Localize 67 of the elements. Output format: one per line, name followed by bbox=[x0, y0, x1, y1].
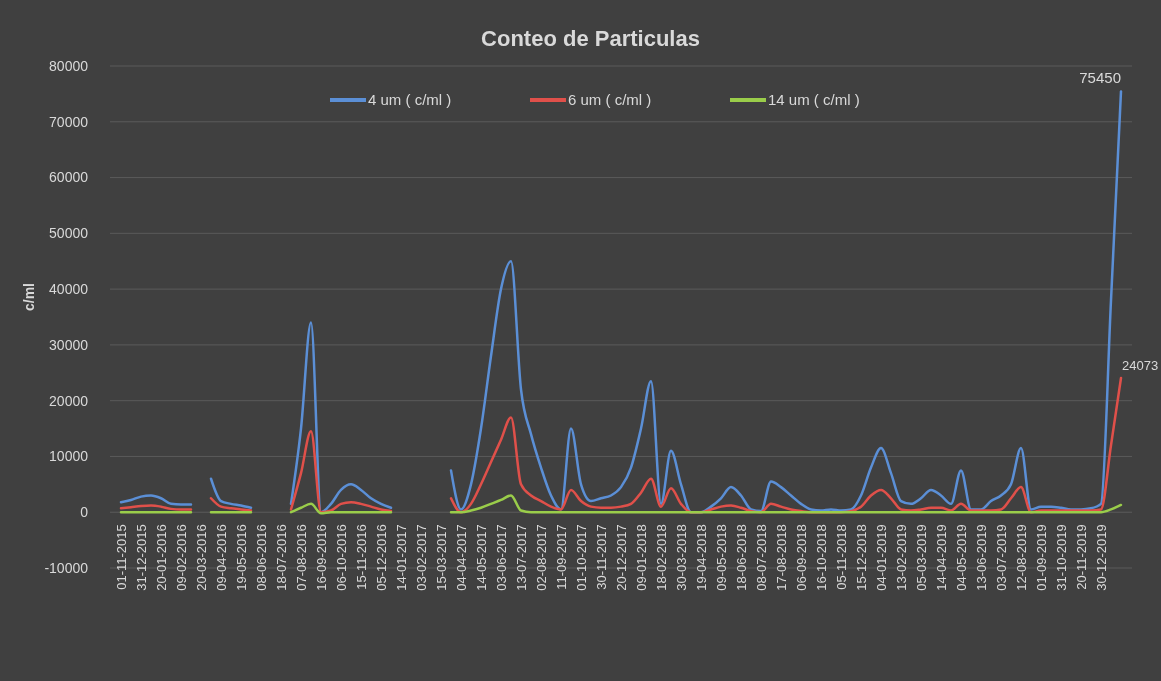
x-tick-label: 18-07-2016 bbox=[273, 524, 289, 591]
y-axis-title: c/ml bbox=[21, 282, 37, 312]
x-tick-label: 13-06-2019 bbox=[973, 524, 989, 591]
x-tick-label: 04-04-2017 bbox=[453, 524, 469, 591]
x-tick-label: 31-12-2015 bbox=[133, 524, 149, 591]
x-tick-label: 06-09-2018 bbox=[793, 524, 809, 591]
x-tick-label: 16-09-2016 bbox=[313, 524, 329, 591]
data-label: 24073 bbox=[1122, 357, 1159, 373]
x-tick-label: 16-10-2018 bbox=[813, 524, 829, 591]
legend-label: 4 um ( c/ml ) bbox=[368, 91, 452, 109]
y-tick-label: 30000 bbox=[49, 336, 89, 353]
y-tick-label: 20000 bbox=[49, 392, 89, 409]
x-tick-label: 02-08-2017 bbox=[533, 524, 549, 591]
x-tick-label: 17-08-2018 bbox=[773, 524, 789, 591]
x-tick-label: 30-11-2017 bbox=[593, 524, 609, 590]
x-tick-label: 05-11-2018 bbox=[833, 524, 849, 590]
x-tick-label: 08-06-2016 bbox=[253, 524, 269, 591]
legend-label: 6 um ( c/ml ) bbox=[568, 91, 652, 109]
x-tick-label: 07-08-2016 bbox=[293, 524, 309, 591]
x-tick-label: 12-08-2019 bbox=[1013, 524, 1029, 591]
x-tick-label: 14-04-2019 bbox=[933, 524, 949, 591]
x-tick-label: 05-12-2016 bbox=[373, 524, 389, 591]
x-tick-label: 18-02-2018 bbox=[653, 524, 669, 591]
data-label: 75450 bbox=[1079, 69, 1121, 87]
x-tick-label: 04-05-2019 bbox=[953, 524, 969, 591]
x-tick-label: 09-05-2018 bbox=[713, 524, 729, 591]
y-tick-label: 70000 bbox=[49, 113, 89, 130]
x-tick-label: 03-06-2017 bbox=[493, 524, 509, 591]
y-tick-label: 60000 bbox=[49, 169, 89, 186]
x-tick-label: 03-02-2017 bbox=[413, 524, 429, 591]
x-tick-label: 15-03-2017 bbox=[433, 524, 449, 591]
x-tick-label: 19-04-2018 bbox=[693, 524, 709, 591]
x-tick-label: 08-07-2018 bbox=[753, 524, 769, 591]
x-tick-label: 01-09-2019 bbox=[1033, 524, 1049, 591]
x-tick-label: 20-01-2016 bbox=[153, 524, 169, 591]
x-tick-label: 18-06-2018 bbox=[733, 524, 749, 591]
x-tick-label: 19-05-2016 bbox=[233, 524, 249, 591]
x-tick-label: 05-03-2019 bbox=[913, 524, 929, 591]
y-tick-label: -10000 bbox=[44, 559, 89, 576]
y-tick-label: 10000 bbox=[49, 448, 89, 465]
x-tick-label: 20-03-2016 bbox=[193, 524, 209, 591]
x-tick-label: 15-11-2016 bbox=[353, 524, 369, 590]
x-tick-label: 14-05-2017 bbox=[473, 524, 489, 591]
x-tick-label: 09-04-2016 bbox=[213, 524, 229, 591]
x-tick-label: 31-10-2019 bbox=[1053, 524, 1069, 591]
x-tick-label: 13-07-2017 bbox=[513, 524, 529, 591]
x-tick-label: 20-12-2017 bbox=[613, 524, 629, 591]
x-tick-label: 03-07-2019 bbox=[993, 524, 1009, 591]
x-tick-label: 11-09-2017 bbox=[553, 524, 569, 590]
x-tick-label: 09-01-2018 bbox=[633, 524, 649, 591]
x-tick-label: 06-10-2016 bbox=[333, 524, 349, 591]
x-tick-label: 01-10-2017 bbox=[573, 524, 589, 591]
x-tick-label: 04-01-2019 bbox=[873, 524, 889, 591]
x-tick-label: 15-12-2018 bbox=[853, 524, 869, 591]
chart-title: Conteo de Particulas bbox=[481, 26, 700, 51]
legend-label: 14 um ( c/ml ) bbox=[768, 91, 860, 109]
x-tick-label: 20-11-2019 bbox=[1073, 524, 1089, 590]
y-tick-label: 50000 bbox=[49, 225, 89, 242]
x-tick-label: 30-12-2019 bbox=[1093, 524, 1109, 591]
y-tick-label: 40000 bbox=[49, 281, 89, 298]
x-tick-label: 30-03-2018 bbox=[673, 524, 689, 591]
x-tick-label: 01-11-2015 bbox=[113, 524, 129, 590]
x-tick-label: 13-02-2019 bbox=[893, 524, 909, 591]
x-tick-label: 09-02-2016 bbox=[173, 524, 189, 591]
y-tick-label: 0 bbox=[80, 504, 89, 521]
x-tick-label: 14-01-2017 bbox=[393, 524, 409, 591]
y-tick-label: 80000 bbox=[49, 57, 89, 74]
